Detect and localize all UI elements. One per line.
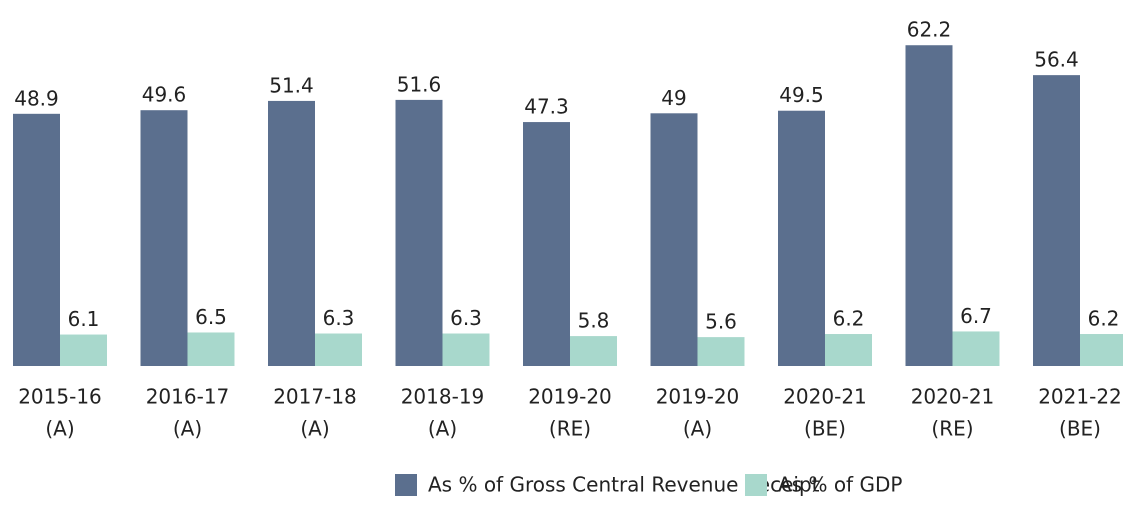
- bar: [442, 333, 490, 366]
- x-tick-label: (A): [300, 417, 329, 441]
- bar: [650, 113, 698, 366]
- value-label: 6.2: [833, 307, 865, 331]
- x-tick-label: (RE): [931, 417, 973, 441]
- bar: [905, 45, 953, 367]
- x-tick-label: 2020-21: [911, 385, 995, 409]
- bar: [952, 331, 1000, 366]
- bar: [395, 99, 443, 367]
- x-tick-label: (A): [683, 417, 712, 441]
- bar: [570, 336, 617, 366]
- value-label: 6.5: [195, 305, 227, 329]
- value-label: 56.4: [1034, 48, 1079, 72]
- x-tick-label: 2018-19: [401, 385, 485, 409]
- x-tick-label: (BE): [804, 417, 846, 441]
- x-tick-label: 2016-17: [146, 385, 230, 409]
- value-label: 5.6: [705, 310, 737, 334]
- value-label: 47.3: [524, 95, 569, 119]
- value-label: 48.9: [14, 86, 59, 110]
- value-label: 49.6: [142, 83, 187, 107]
- x-tick-label: (BE): [1059, 417, 1101, 441]
- bar: [825, 334, 872, 366]
- bar: [778, 110, 825, 366]
- legend-swatch: [745, 474, 767, 496]
- bar: [697, 337, 745, 366]
- bar: [13, 113, 60, 367]
- bar: [1033, 75, 1080, 366]
- value-label: 6.3: [450, 306, 482, 330]
- legend-swatch: [395, 474, 417, 496]
- bar: [140, 110, 188, 366]
- bar: [60, 334, 107, 366]
- x-tick-label: 2019-20: [656, 385, 740, 409]
- value-label: 6.3: [323, 306, 355, 330]
- value-label: 6.1: [68, 307, 100, 331]
- value-label: 5.8: [578, 309, 610, 333]
- x-tick-label: 2019-20: [528, 385, 612, 409]
- value-label: 62.2: [907, 18, 952, 42]
- x-tick-label: (RE): [549, 417, 591, 441]
- x-tick-label: (A): [428, 417, 457, 441]
- x-tick-label: 2015-16: [18, 385, 102, 409]
- bar: [315, 333, 362, 366]
- legend-label: As % of GDP: [778, 473, 902, 497]
- bar: [1080, 334, 1123, 366]
- bar: [268, 100, 315, 367]
- x-tick-label: (A): [45, 417, 74, 441]
- value-label: 51.6: [397, 72, 442, 96]
- value-label: 6.2: [1088, 307, 1120, 331]
- x-tick-label: 2020-21: [783, 385, 867, 409]
- value-label: 49.5: [779, 83, 824, 107]
- value-label: 6.7: [960, 304, 992, 328]
- bar: [523, 122, 570, 367]
- x-tick-label: 2021-22: [1038, 385, 1122, 409]
- value-label: 51.4: [269, 73, 314, 97]
- x-tick-label: 2017-18: [273, 385, 357, 409]
- bar: [187, 332, 235, 366]
- x-tick-label: (A): [173, 417, 202, 441]
- value-label: 49: [661, 86, 686, 110]
